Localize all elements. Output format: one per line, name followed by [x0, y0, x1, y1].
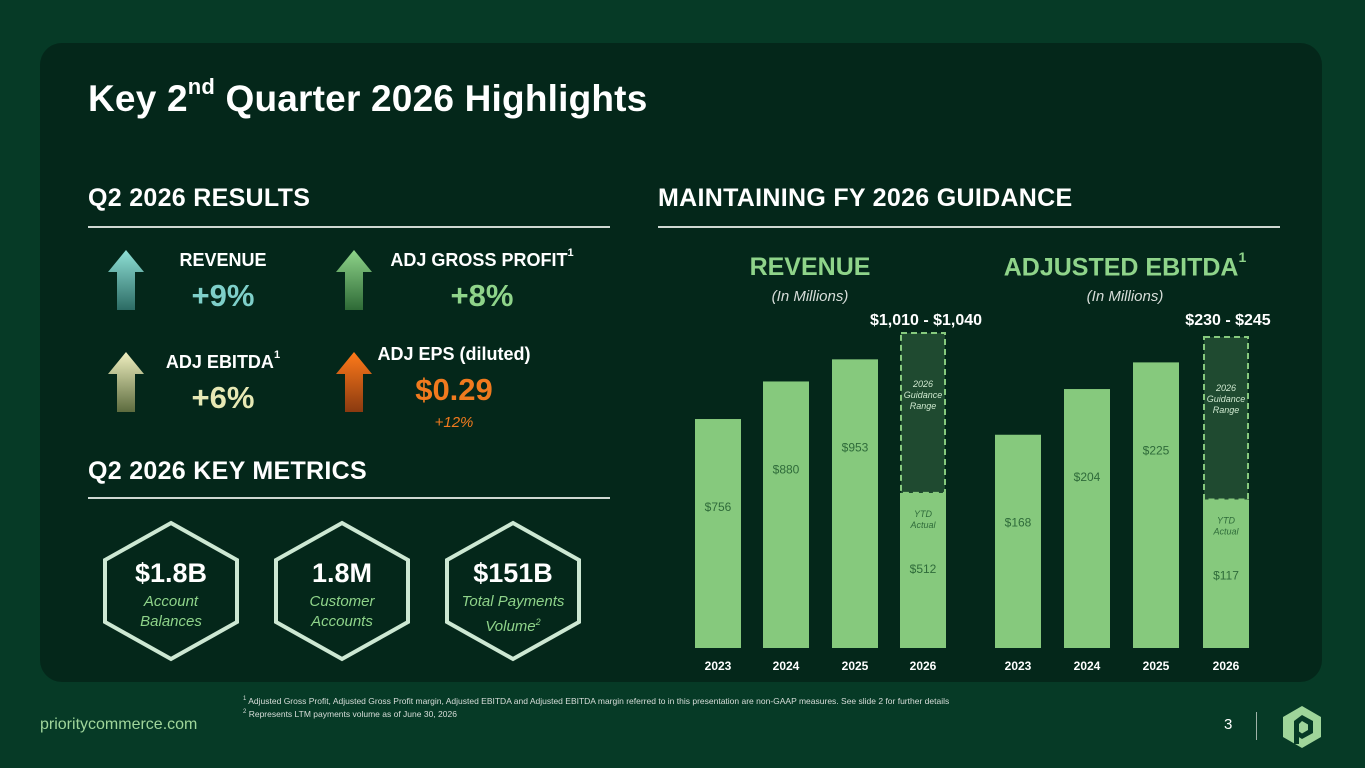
revenue-guidance-note: Range — [910, 401, 937, 411]
revenue-ytd-note: Actual — [909, 520, 936, 530]
revenue-bar-2024 — [763, 381, 809, 648]
metric-account-balances-value: $1.8B — [134, 558, 208, 588]
metric-hexagon — [445, 520, 581, 662]
revenue-chart-subtitle: (In Millions) — [771, 288, 849, 305]
metric-hexagon — [103, 520, 239, 662]
footnote-1: 1 Adjusted Gross Profit, Adjusted Gross … — [243, 696, 950, 706]
ebitda-tick-label: 2025 — [1143, 659, 1170, 673]
revenue-value-label: $953 — [842, 440, 869, 454]
revenue-value-label: $512 — [910, 562, 937, 576]
page-separator — [1256, 712, 1257, 740]
revenue-guidance-note: 2026 — [912, 379, 933, 389]
ebitda-ytd-note: YTD — [1217, 515, 1236, 525]
page-number: 3 — [1224, 716, 1233, 733]
kpi-gross-profit-label: ADJ GROSS PROFIT1 — [390, 247, 574, 270]
eps-arrow-icon — [336, 352, 372, 412]
guidance-rule — [658, 226, 1280, 228]
revenue-guidance-label: $1,010 - $1,040 — [869, 312, 983, 329]
revenue-tick-label: 2026 — [910, 659, 937, 673]
ebitda-value-label: $117 — [1213, 568, 1239, 582]
website-link[interactable]: prioritycommerce.com — [40, 716, 198, 733]
ebitda-tick-label: 2024 — [1074, 659, 1101, 673]
metric-payments-volume-value: $151B — [473, 558, 553, 588]
ebitda-guidance-range — [1203, 336, 1249, 501]
ebitda-value-label: $204 — [1074, 470, 1101, 484]
revenue-value-label: $880 — [773, 462, 800, 476]
revenue-guidance-range — [900, 332, 946, 494]
metric-hexagon — [274, 520, 410, 662]
ebitda-value-label: $225 — [1143, 443, 1170, 457]
kpi-revenue-value: +9% — [191, 278, 255, 313]
results-heading: Q2 2026 RESULTS — [88, 184, 311, 212]
revenue-bar-2026 — [900, 492, 946, 648]
ebitda-guidance-label: $230 - $245 — [1185, 312, 1271, 329]
revenue-ytd-note: YTD — [914, 509, 933, 519]
metrics-rule — [88, 497, 610, 499]
ebitda-tick-label: 2026 — [1213, 659, 1240, 673]
kpi-ebitda-label: ADJ EBITDA1 — [165, 349, 281, 372]
ebitda-bar-2026 — [1203, 499, 1249, 648]
kpi-ebitda-value: +6% — [191, 380, 255, 415]
revenue-value-label: $756 — [705, 500, 732, 514]
ebitda-guidance-note: Guidance — [1207, 394, 1246, 404]
revenue-tick-label: 2025 — [842, 659, 869, 673]
metric-payments-volume-label: Total Payments Volume2 — [461, 593, 565, 635]
ebitda-arrow-icon — [108, 352, 144, 412]
revenue-arrow-icon — [108, 250, 144, 310]
ebitda-guidance-note: Range — [1213, 405, 1240, 415]
revenue-guidance-note: Guidance — [904, 390, 943, 400]
kpi-eps-value: $0.29 — [415, 372, 493, 407]
revenue-tick-label: 2024 — [773, 659, 800, 673]
ebitda-tick-label: 2023 — [1005, 659, 1032, 673]
ebitda-bar-2023 — [995, 434, 1041, 648]
ebitda-ytd-note: Actual — [1212, 526, 1239, 536]
kpi-eps-label: ADJ EPS (diluted) — [377, 344, 531, 364]
results-rule — [88, 226, 610, 228]
kpi-eps-change: +12% — [434, 414, 474, 431]
ebitda-bar-2025 — [1133, 362, 1179, 648]
ebitda-value-label: $168 — [1005, 516, 1032, 530]
ebitda-guidance-note: 2026 — [1215, 383, 1236, 393]
kpi-revenue-label: REVENUE — [179, 250, 267, 270]
revenue-bar-2023 — [695, 419, 741, 648]
gross-profit-arrow-icon — [336, 250, 372, 310]
guidance-heading: MAINTAINING FY 2026 GUIDANCE — [658, 184, 1073, 212]
revenue-chart-title: REVENUE — [749, 253, 871, 281]
ebitda-chart-title: ADJUSTED EBITDA1 — [1003, 249, 1247, 282]
page-title: Key 2nd Quarter 2026 Highlights — [88, 74, 648, 119]
revenue-bar-2025 — [832, 359, 878, 648]
kpi-gross-profit-value: +8% — [450, 278, 514, 313]
priority-logo-icon — [1283, 706, 1321, 748]
ebitda-bar-2024 — [1064, 389, 1110, 648]
metric-customer-accounts-label: Customer Accounts — [309, 593, 375, 630]
metrics-heading: Q2 2026 KEY METRICS — [88, 457, 367, 485]
metric-account-balances-label: Account Balances — [140, 593, 202, 630]
metric-customer-accounts-value: 1.8M — [311, 558, 373, 588]
ebitda-chart-subtitle: (In Millions) — [1086, 288, 1164, 305]
footnote-2: 2 Represents LTM payments volume as of J… — [243, 709, 457, 719]
revenue-tick-label: 2023 — [705, 659, 732, 673]
